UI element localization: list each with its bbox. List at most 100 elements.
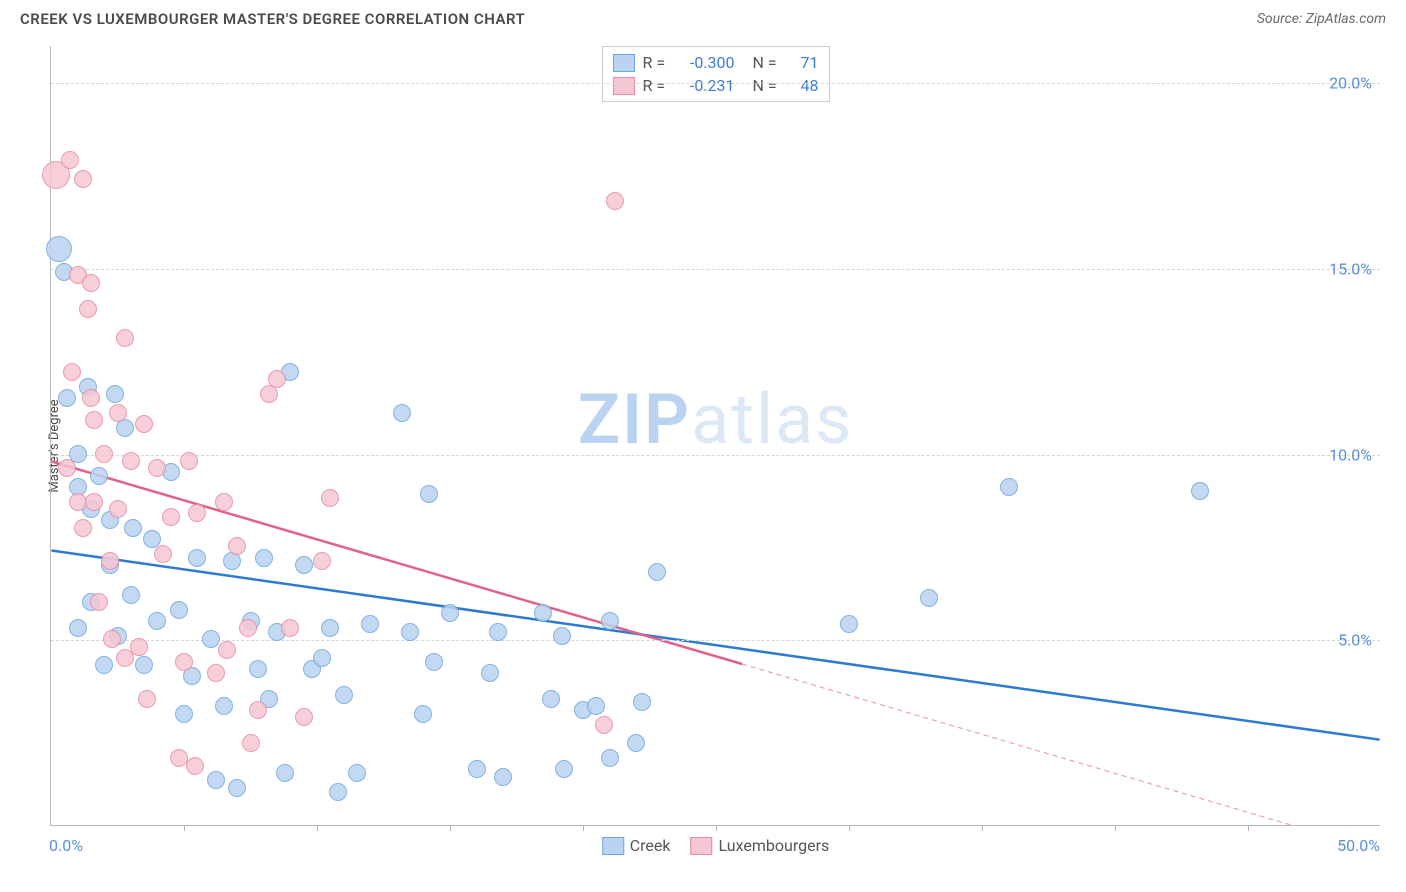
data-point xyxy=(633,693,651,711)
y-tick-label: 20.0% xyxy=(1329,74,1372,93)
data-point xyxy=(82,389,100,407)
legend-swatch xyxy=(613,77,635,95)
x-tick xyxy=(184,825,185,831)
data-point xyxy=(393,404,411,422)
data-point xyxy=(627,734,645,752)
x-tick xyxy=(1248,825,1249,831)
data-point xyxy=(106,385,124,403)
legend-item: Luxembourgers xyxy=(691,836,830,855)
data-point xyxy=(239,619,257,637)
x-tick xyxy=(1115,825,1116,831)
data-point xyxy=(249,701,267,719)
data-point xyxy=(85,493,103,511)
data-point xyxy=(215,493,233,511)
data-point xyxy=(489,623,507,641)
y-tick-label: 15.0% xyxy=(1329,259,1372,278)
data-point xyxy=(249,660,267,678)
data-point xyxy=(313,649,331,667)
data-point xyxy=(218,641,236,659)
gridline xyxy=(51,83,1380,84)
data-point xyxy=(361,615,379,633)
data-point xyxy=(58,459,76,477)
data-point xyxy=(138,690,156,708)
data-point xyxy=(170,601,188,619)
source-label: Source: ZipAtlas.com xyxy=(1257,11,1386,27)
data-point xyxy=(207,664,225,682)
data-point xyxy=(175,653,193,671)
data-point xyxy=(148,612,166,630)
x-tick xyxy=(982,825,983,831)
x-tick xyxy=(716,825,717,831)
data-point xyxy=(122,586,140,604)
legend-row: R =-0.231 N =48 xyxy=(613,74,819,97)
data-point xyxy=(420,485,438,503)
data-point xyxy=(180,452,198,470)
legend-swatch xyxy=(691,837,713,855)
data-point xyxy=(63,363,81,381)
data-point xyxy=(74,170,92,188)
data-point xyxy=(69,619,87,637)
data-point xyxy=(135,415,153,433)
data-point xyxy=(321,619,339,637)
x-tick xyxy=(317,825,318,831)
data-point xyxy=(228,779,246,797)
data-point xyxy=(601,612,619,630)
data-point xyxy=(260,385,278,403)
data-point xyxy=(90,593,108,611)
data-point xyxy=(162,508,180,526)
data-point xyxy=(348,764,366,782)
data-point xyxy=(295,556,313,574)
data-point xyxy=(401,623,419,641)
y-tick-label: 10.0% xyxy=(1329,445,1372,464)
data-point xyxy=(601,749,619,767)
data-point xyxy=(228,537,246,555)
data-point xyxy=(481,664,499,682)
data-point xyxy=(109,404,127,422)
data-point xyxy=(124,519,142,537)
data-point xyxy=(313,552,331,570)
data-point xyxy=(441,604,459,622)
data-point xyxy=(425,653,443,671)
data-point xyxy=(130,638,148,656)
data-point xyxy=(648,563,666,581)
watermark: ZIPatlas xyxy=(578,379,854,461)
data-point xyxy=(85,411,103,429)
data-point xyxy=(329,783,347,801)
series-legend: CreekLuxembourgers xyxy=(602,836,830,855)
y-tick-label: 5.0% xyxy=(1338,631,1372,650)
data-point xyxy=(122,452,140,470)
data-point xyxy=(595,716,613,734)
data-point xyxy=(90,467,108,485)
data-point xyxy=(1191,482,1209,500)
data-point xyxy=(109,500,127,518)
data-point xyxy=(74,519,92,537)
data-point xyxy=(116,329,134,347)
data-point xyxy=(215,697,233,715)
data-point xyxy=(58,389,76,407)
data-point xyxy=(468,760,486,778)
x-tick xyxy=(583,825,584,831)
data-point xyxy=(186,757,204,775)
data-point xyxy=(276,764,294,782)
legend-swatch xyxy=(613,54,635,72)
data-point xyxy=(534,604,552,622)
data-point xyxy=(494,768,512,786)
data-point xyxy=(103,630,121,648)
data-point xyxy=(920,589,938,607)
data-point xyxy=(281,619,299,637)
data-point xyxy=(135,656,153,674)
data-point xyxy=(188,504,206,522)
data-point xyxy=(207,771,225,789)
data-point xyxy=(295,708,313,726)
data-point xyxy=(606,192,624,210)
data-point xyxy=(335,686,353,704)
data-point xyxy=(553,627,571,645)
data-point xyxy=(1000,478,1018,496)
data-point xyxy=(840,615,858,633)
data-point xyxy=(95,445,113,463)
data-point xyxy=(46,236,72,262)
x-tick xyxy=(849,825,850,831)
gridline xyxy=(51,640,1380,641)
data-point xyxy=(542,690,560,708)
data-point xyxy=(79,300,97,318)
